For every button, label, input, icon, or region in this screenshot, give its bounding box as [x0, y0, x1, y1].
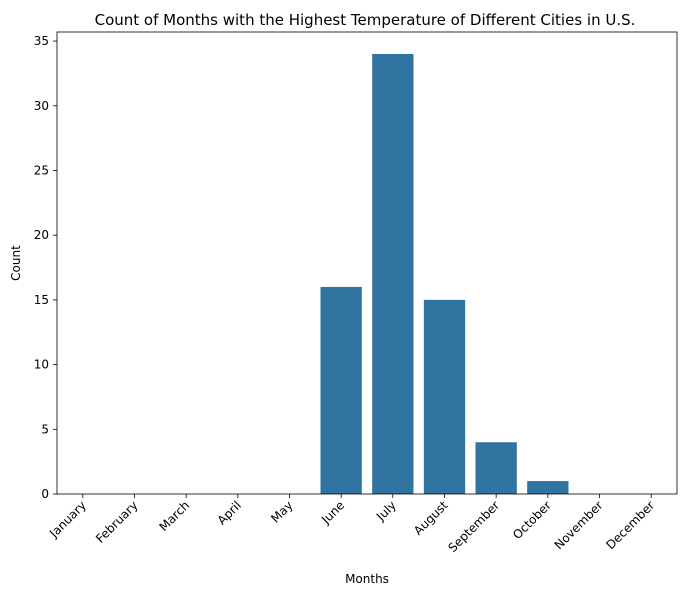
y-tick-label: 15 [34, 293, 49, 307]
bars-group [320, 54, 569, 494]
x-tick-label-august: August [411, 498, 451, 538]
x-tick-label-december: December [603, 498, 657, 552]
x-tick-label-january: January [46, 498, 89, 541]
y-tick-label: 5 [41, 422, 49, 436]
x-tick-label-september: September [445, 498, 502, 555]
bar-october [527, 481, 569, 494]
y-axis-title: Count [9, 245, 23, 281]
bar-july [372, 54, 414, 494]
x-tick-label-april: April [215, 498, 244, 527]
bar-june [320, 286, 362, 494]
x-tick-label-june: June [318, 498, 347, 527]
chart-title: Count of Months with the Highest Tempera… [95, 11, 636, 29]
plot-frame [56, 31, 678, 495]
x-tick-label-march: March [157, 498, 193, 534]
x-tick-label-october: October [510, 498, 554, 542]
y-axis-ticks: 0 5 10 15 20 25 30 35 [34, 34, 57, 501]
y-tick-label: 25 [34, 163, 49, 177]
bar-august [423, 299, 466, 494]
y-tick-label: 20 [34, 228, 49, 242]
x-tick-label-may: May [268, 498, 295, 525]
x-axis-title: Months [345, 572, 389, 586]
x-tick-label-july: July [373, 498, 399, 524]
y-tick-label: 10 [34, 358, 49, 372]
y-tick-label: 30 [34, 99, 49, 113]
x-tick-label-february: February [93, 498, 141, 546]
y-tick-label: 0 [41, 487, 49, 501]
x-axis-ticks: January February March April May June July Augu… [46, 494, 657, 555]
x-tick-label-november: November [552, 498, 606, 552]
bar-september [475, 442, 517, 494]
y-tick-label: 35 [34, 34, 49, 48]
